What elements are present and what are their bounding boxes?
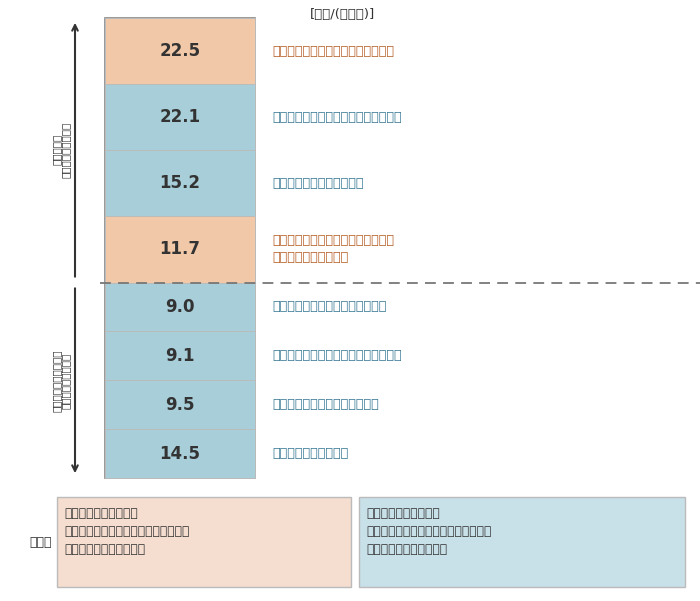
Text: 9.1: 9.1 — [165, 347, 195, 365]
Bar — [57, 497, 351, 587]
Text: 9.5: 9.5 — [165, 395, 195, 413]
Text: 向上による経済効果: 向上による経済効果 — [61, 121, 71, 178]
Bar — [105, 150, 255, 216]
Text: 軽減による経済効果: 軽減による経済効果 — [61, 353, 71, 409]
Text: 暑さや寒さによって不快に感じる: 暑さや寒さによって不快に感じる — [272, 300, 386, 314]
Text: ビル全体を通して、不衛生さを感じる: ビル全体を通して、不衛生さを感じる — [272, 111, 402, 124]
Text: 空調の気流を不快に感じる: 空調の気流を不快に感じる — [272, 177, 363, 190]
Text: 22.1: 22.1 — [160, 108, 201, 126]
Bar — [105, 18, 255, 478]
Bar — [105, 216, 255, 282]
Text: プレゼンティーズムの: プレゼンティーズムの — [52, 350, 62, 412]
Text: [万円/(人・年)]: [万円/(人・年)] — [310, 8, 375, 21]
Text: 作業効率の: 作業効率の — [52, 134, 62, 165]
Text: 11.7: 11.7 — [160, 240, 200, 258]
Bar — [105, 331, 255, 380]
Bar — [105, 282, 255, 331]
Bar — [105, 429, 255, 478]
Text: 14.5: 14.5 — [160, 445, 200, 463]
Text: 通信ネットワークにストレスを感じる: 通信ネットワークにストレスを感じる — [272, 349, 402, 362]
Text: 15.2: 15.2 — [160, 174, 200, 192]
Bar — [105, 380, 255, 429]
Text: 働きやすい内装・インテリアである: 働きやすい内装・インテリアである — [272, 44, 394, 58]
Text: 災害時や緊急時に不安を感じる: 災害時や緊急時に不安を感じる — [272, 398, 379, 411]
Text: ポジティブ要因の充足
「ある」と感じるほどオフィス環境の
要素に対する評価が高い: ポジティブ要因の充足 「ある」と感じるほどオフィス環境の 要素に対する評価が高い — [64, 507, 190, 556]
Text: 22.5: 22.5 — [160, 42, 201, 60]
Text: ネガティブ要因の除去
「ない」と感じるほどオフィス環境の
要素に対する評価が高い: ネガティブ要因の除去 「ない」と感じるほどオフィス環境の 要素に対する評価が高い — [366, 507, 491, 556]
Text: 状況に応じて打ち合わせスペースを
選択することができる: 状況に応じて打ち合わせスペースを 選択することができる — [272, 234, 394, 264]
Text: 凡例：: 凡例： — [29, 535, 52, 549]
Text: 9.0: 9.0 — [165, 298, 195, 316]
Bar — [105, 84, 255, 150]
Text: 明るさのムラを感じる: 明るさのムラを感じる — [272, 447, 349, 460]
Bar — [359, 497, 685, 587]
Bar — [105, 18, 255, 84]
